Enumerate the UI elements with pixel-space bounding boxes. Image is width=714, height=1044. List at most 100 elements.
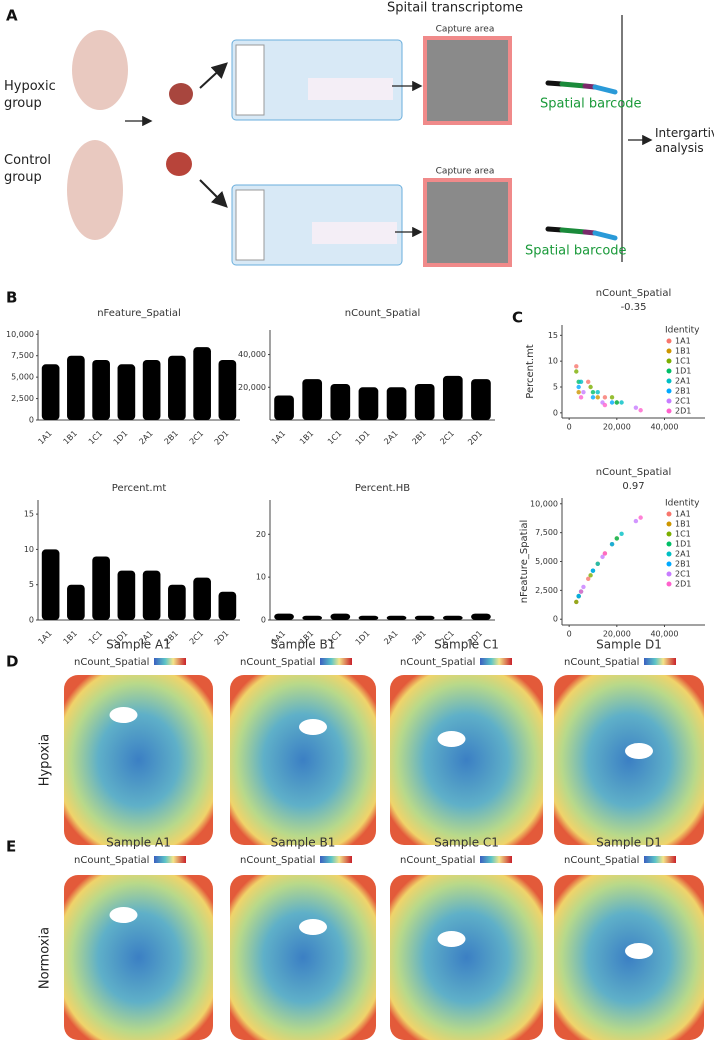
sample-title: Sample D1	[596, 836, 662, 850]
legend-swatch	[666, 378, 672, 384]
y-tick-label: 0	[553, 615, 558, 624]
legend-label: 1D1	[675, 540, 691, 549]
slide-label	[235, 44, 265, 116]
y-tick-label: 10,000	[6, 330, 34, 339]
legend-swatch	[666, 368, 672, 374]
x-tick-label: 40,000	[650, 423, 678, 432]
violin	[471, 613, 491, 620]
x-tick-label: 1C1	[326, 629, 344, 647]
y-tick-label: 20,000	[238, 383, 266, 392]
y-tick-label: 5,000	[11, 373, 34, 382]
point	[609, 395, 615, 400]
y-tick-label: 7,500	[535, 528, 558, 537]
y-tick-label: 10	[256, 573, 266, 582]
y-tick-label: 2,500	[11, 394, 34, 403]
x-tick-label: 2C1	[438, 429, 456, 447]
x-tick-label: 0	[567, 630, 572, 639]
legend-title: nCount_Spatial	[400, 657, 475, 668]
legend-label: 2D1	[675, 580, 691, 589]
point	[590, 395, 596, 400]
violin	[67, 584, 85, 620]
row-label: Hypoxia	[38, 734, 53, 787]
tissue-hole	[299, 719, 327, 735]
legend-label: 1B1	[675, 520, 691, 529]
point	[576, 389, 581, 395]
y-tick-label: 10	[548, 357, 558, 366]
x-tick-label: 1A1	[36, 429, 53, 446]
barcode-segment	[559, 81, 588, 89]
point	[576, 384, 581, 390]
tissue-map	[64, 675, 213, 845]
legend-title: nCount_Spatial	[564, 855, 639, 866]
legend-swatch	[666, 398, 672, 404]
y-tick-label: 5	[553, 383, 558, 392]
tissue-hole	[109, 707, 138, 723]
y-tick-label: 0	[261, 616, 266, 625]
colorbar	[320, 658, 352, 665]
legend-label: 2A1	[675, 550, 691, 559]
y-tick-label: 40,000	[238, 350, 266, 359]
x-tick-label: 2A1	[382, 429, 399, 446]
legend-swatch	[666, 388, 672, 394]
x-tick-label: 1B1	[298, 429, 315, 446]
barcode-segment	[559, 227, 588, 235]
barcode-segment	[592, 230, 618, 241]
panel-title: Spitail transcriptome	[387, 1, 523, 16]
x-tick-label: 2A1	[137, 429, 154, 446]
heart	[169, 83, 193, 105]
point	[602, 402, 608, 408]
legend-label: 1C1	[675, 357, 691, 366]
legend-label: 2C1	[675, 397, 691, 406]
arrow	[199, 179, 228, 208]
slide-label	[235, 189, 265, 261]
legend-swatch	[666, 358, 672, 364]
sample-title: Sample C1	[434, 836, 499, 850]
violin	[142, 570, 161, 620]
tissue-hole	[437, 731, 466, 747]
x-tick-label: 2D1	[466, 429, 484, 447]
colorbar	[480, 856, 512, 863]
tissue-map	[64, 875, 213, 1040]
point	[588, 573, 593, 578]
x-tick-label: 1A1	[270, 429, 287, 446]
x-tick-label: 1B1	[62, 429, 79, 446]
colorbar	[644, 658, 676, 665]
point	[614, 536, 620, 541]
point	[576, 593, 581, 599]
barcode-segment	[592, 84, 618, 95]
legend-swatch	[666, 511, 672, 517]
chart-subtitle: 0.97	[622, 481, 644, 492]
x-tick-label: 2C1	[188, 629, 206, 647]
arrow	[199, 62, 228, 89]
legend-swatch	[666, 581, 672, 587]
x-tick-label: 2B1	[163, 629, 180, 646]
sample-title: Sample B1	[271, 836, 336, 850]
x-tick-label: 1D1	[354, 429, 372, 447]
legend-title: nCount_Spatial	[564, 657, 639, 668]
y-tick-label: 0	[29, 416, 34, 425]
point	[638, 515, 643, 520]
violin	[442, 615, 463, 620]
violin	[41, 549, 60, 620]
violin	[168, 584, 186, 620]
x-tick-label: 1B1	[62, 629, 79, 646]
legend-swatch	[666, 561, 672, 567]
tissue-map	[554, 675, 704, 845]
legend-swatch	[666, 551, 672, 557]
legend-label: 2D1	[675, 407, 691, 416]
point	[586, 379, 591, 385]
x-tick-label: 2A1	[382, 629, 399, 646]
tissue-hole	[625, 743, 653, 759]
legend-label: 2B1	[675, 387, 691, 396]
point	[578, 395, 584, 400]
legend-label: 2B1	[675, 560, 691, 569]
sample-title: Sample D1	[596, 638, 662, 652]
barcode-label: Spatial barcode	[525, 244, 627, 259]
tissue-map	[230, 875, 376, 1040]
x-tick-label: 2C1	[188, 429, 206, 447]
x-tick-label: 20,000	[603, 630, 631, 639]
legend-label: 2A1	[675, 377, 691, 386]
tissue-hole	[437, 931, 466, 947]
